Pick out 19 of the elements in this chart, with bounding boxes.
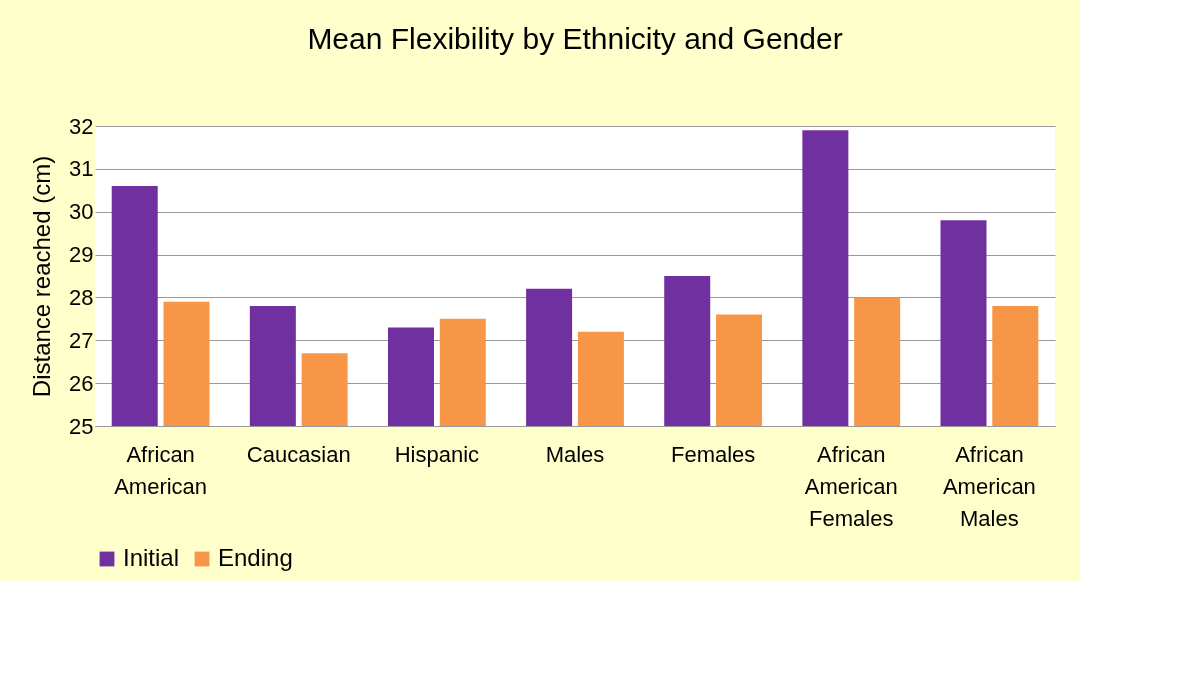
- y-tick-label: 26: [69, 370, 94, 396]
- x-tick-label: Hispanic: [394, 441, 480, 467]
- y-axis-title: Distance reached (cm): [28, 155, 56, 398]
- y-tick-label: 32: [69, 113, 94, 139]
- x-tick-label: African American Females: [804, 441, 898, 531]
- legend-label: Initial: [123, 544, 180, 571]
- x-tick-label: Females: [670, 441, 756, 467]
- x-tick-label: African American: [114, 441, 208, 499]
- y-tick-label: 25: [69, 413, 94, 439]
- chart-title: Mean Flexibility by Ethnicity and Gender: [307, 22, 843, 55]
- y-tick-label: 28: [69, 284, 94, 310]
- x-tick-label: African American Males: [942, 441, 1036, 531]
- y-tick-label: 29: [69, 242, 94, 268]
- legend-label: Ending: [218, 544, 293, 571]
- y-tick-label: 31: [69, 156, 94, 182]
- x-tick-label: Caucasian: [246, 441, 351, 467]
- y-tick-label: 30: [69, 199, 94, 225]
- y-tick-label: 27: [69, 327, 94, 353]
- x-tick-label: Males: [545, 441, 605, 467]
